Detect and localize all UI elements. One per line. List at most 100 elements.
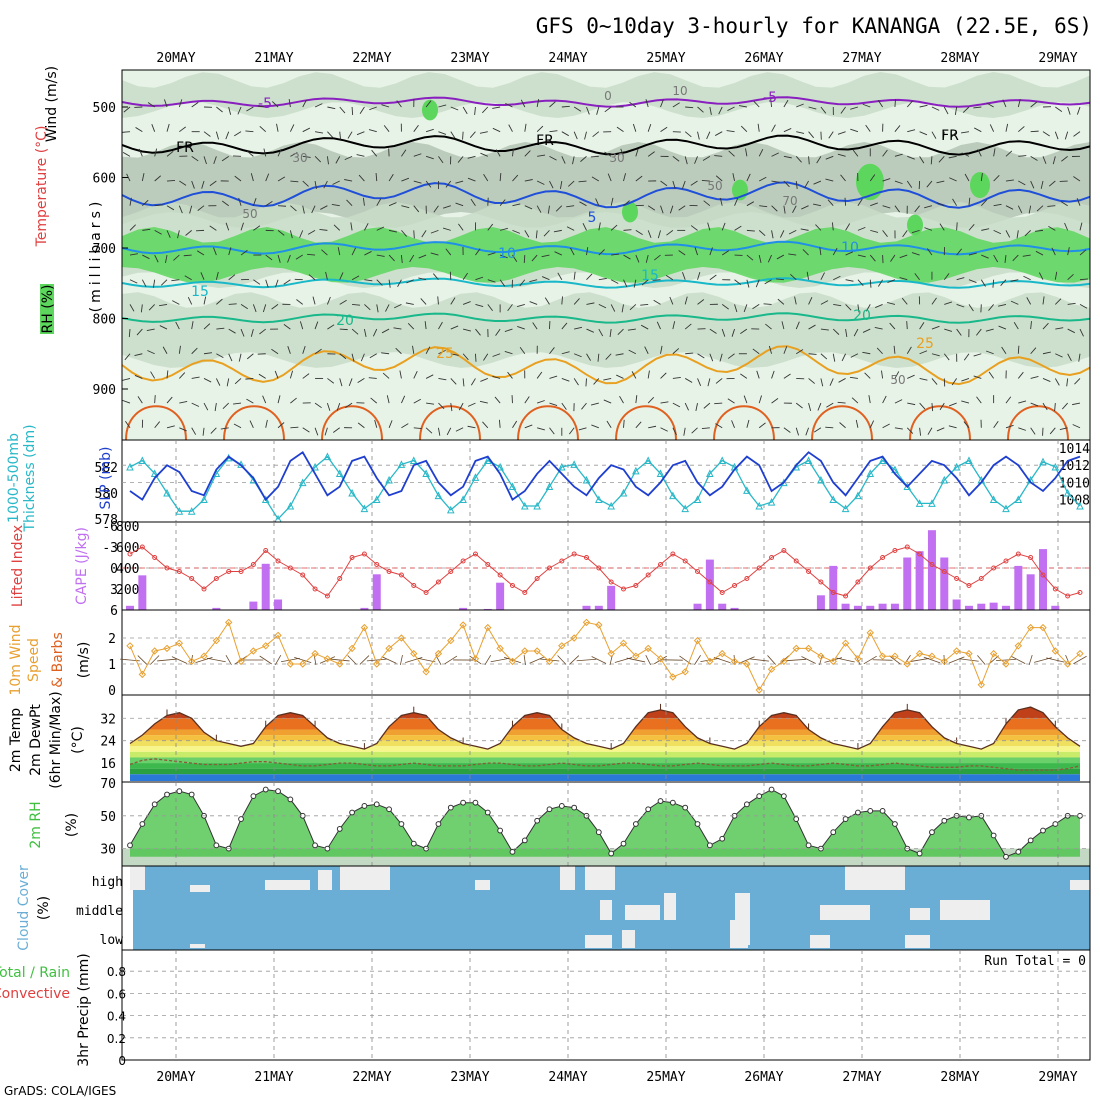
wind-barb	[852, 149, 859, 157]
wind-speed-point	[693, 636, 702, 645]
wind-barb	[771, 205, 778, 212]
li-point	[213, 576, 219, 581]
dewpt-label: 2m DewPt	[28, 704, 44, 776]
surface-barb	[490, 657, 510, 663]
thickness-point	[372, 495, 381, 503]
wind-barb	[339, 353, 347, 360]
cape-bar	[989, 602, 998, 610]
wind-barb	[794, 296, 797, 305]
wind-barb	[543, 230, 550, 237]
thickness-point	[126, 462, 134, 471]
wind-barb	[660, 372, 667, 379]
slp-tick: 1014	[1059, 442, 1090, 457]
wind-barb	[907, 402, 916, 406]
rh-point	[842, 816, 849, 822]
wind-barb	[1073, 176, 1081, 182]
wind-barb	[644, 346, 649, 354]
wind-barb	[758, 395, 762, 404]
wind-barb	[201, 180, 205, 189]
wind-barb	[746, 419, 750, 428]
cape-bar	[1051, 605, 1060, 610]
wind-barb	[586, 106, 590, 115]
wind-barb	[134, 375, 143, 379]
wind-barb	[536, 180, 545, 185]
wind-barb	[124, 353, 131, 361]
li-point	[250, 562, 256, 567]
wind-barb	[482, 421, 489, 429]
temp-band	[130, 763, 1080, 769]
rh-point	[669, 799, 676, 806]
wind-barb	[758, 230, 766, 237]
wind-barb	[759, 205, 768, 208]
wind-barb	[850, 353, 859, 358]
li-point	[324, 593, 330, 599]
wind-barb	[783, 205, 786, 214]
wind-barb	[166, 370, 169, 379]
surface-barb	[329, 658, 350, 662]
wind-barb	[857, 279, 864, 286]
wind-barb	[1018, 427, 1027, 431]
wind-barb	[1013, 321, 1019, 330]
wind-barb	[262, 304, 267, 313]
li-point	[978, 576, 984, 581]
wind-barb	[470, 378, 476, 386]
li-point	[312, 586, 318, 592]
temp2m-label: 2m Temp	[8, 708, 24, 772]
wind-barb	[678, 205, 686, 211]
wind-tick: 1	[108, 658, 116, 673]
wind-barb	[519, 347, 526, 355]
cloud-gap	[622, 930, 635, 948]
wind-barb	[660, 126, 668, 133]
wind-barb	[532, 322, 538, 330]
li-point	[707, 579, 713, 585]
precip-frame	[121, 949, 1091, 1061]
wind-barb	[311, 205, 316, 214]
li-point	[966, 583, 972, 588]
wind-barb	[882, 230, 888, 237]
wind-barb	[610, 304, 616, 312]
wind-barb	[1042, 351, 1051, 355]
surface-barb	[523, 654, 526, 666]
li-point	[485, 562, 491, 567]
wind-speed-point	[903, 660, 911, 668]
wind-speed-point	[595, 621, 603, 629]
li-point	[263, 548, 269, 553]
li-point	[497, 572, 503, 578]
wind-barb	[956, 277, 965, 281]
wind-barb	[222, 402, 230, 409]
rh-point	[756, 793, 763, 800]
wind-speed-point	[262, 642, 270, 650]
run-total-label: Run Total = 0	[984, 954, 1086, 969]
wind10m-label: 10m Wind	[8, 624, 24, 695]
wind-barb	[870, 202, 878, 207]
wind-barb	[283, 279, 291, 285]
li-point	[152, 555, 158, 560]
wind-barb	[808, 378, 815, 384]
wind-barb	[1073, 131, 1081, 137]
wind-barb	[894, 427, 903, 430]
wind-barb	[541, 276, 550, 281]
cloud-gap	[475, 880, 490, 890]
wind-barb	[629, 304, 637, 311]
wind-barb	[209, 180, 217, 187]
li-point	[719, 590, 725, 595]
rh-point	[830, 829, 837, 836]
wind-barb	[516, 303, 525, 308]
wind-barb	[906, 180, 913, 188]
cloud-gap	[130, 866, 145, 890]
surface-barb	[713, 656, 731, 664]
wind-barb	[142, 228, 151, 231]
wind-barb	[246, 398, 254, 404]
wind-barb	[635, 395, 638, 404]
wind-barb	[544, 297, 550, 305]
contour-30c	[419, 405, 481, 441]
wind-barb	[467, 402, 476, 407]
wind-barb	[911, 252, 920, 256]
wind-barb	[445, 180, 452, 188]
wind-barb	[474, 106, 476, 116]
wind-barb	[376, 279, 383, 286]
wind-barb	[906, 100, 913, 108]
li-point	[596, 565, 602, 571]
wind-barb	[964, 173, 970, 182]
